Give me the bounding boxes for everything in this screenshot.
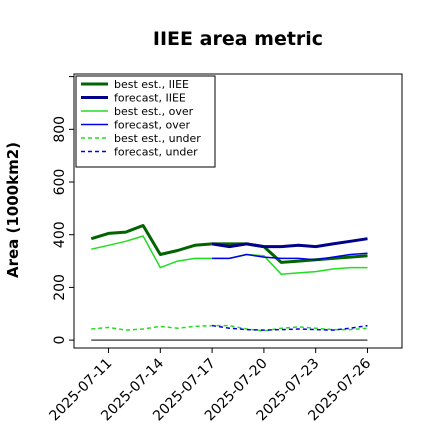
legend-label-5: forecast, under [114, 146, 198, 159]
series-line-5 [211, 324, 368, 331]
y-axis: 0 200 400 600 800 [52, 76, 74, 345]
y-tick-label-0: 0 [52, 336, 68, 345]
series-line-3 [212, 252, 368, 261]
y-tick-label-3: 600 [52, 169, 68, 196]
y-tick-label-4: 800 [52, 116, 68, 143]
series-line-1 [211, 237, 368, 249]
legend-label-2: best est., over [114, 105, 194, 118]
plot-frame [73, 73, 403, 349]
y-tick-label-1: 200 [52, 274, 68, 301]
legend-label-3: forecast, over [114, 119, 190, 132]
legend-box [75, 75, 216, 168]
plot-area [90, 224, 368, 341]
x-axis: 2025-07-112025-07-142025-07-172025-07-20… [47, 348, 374, 424]
legend-label-0: best est., IIEE [114, 78, 189, 91]
series-line-2 [91, 235, 368, 275]
series-line-4 [91, 324, 368, 332]
y-axis-label: Area (1000km2) [4, 142, 22, 278]
legend-label-1: forecast, IIEE [114, 92, 186, 105]
y-tick-label-2: 400 [52, 221, 68, 248]
legend-label-4: best est., under [114, 132, 201, 145]
chart-title: IIEE area metric [153, 28, 323, 50]
